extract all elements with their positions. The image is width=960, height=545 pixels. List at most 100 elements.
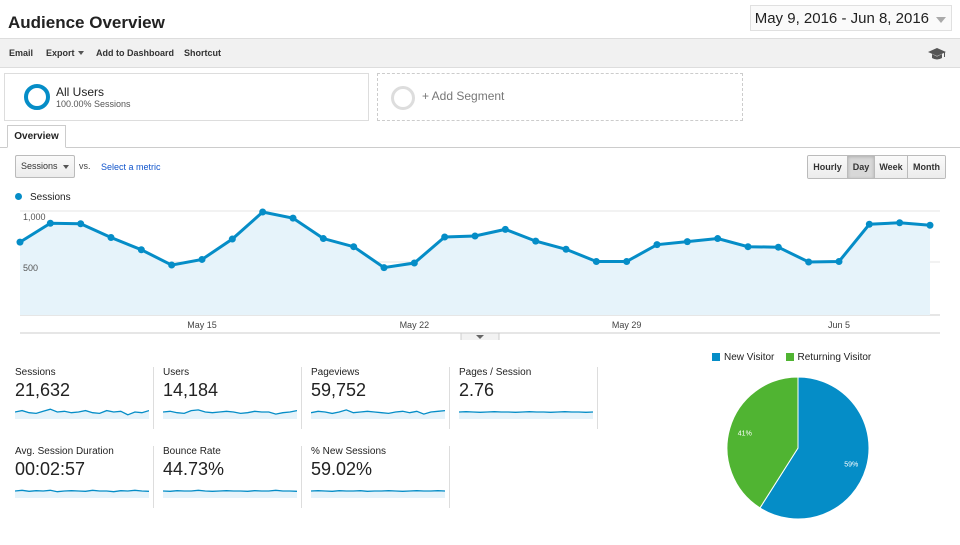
sessions-data-point[interactable]	[623, 257, 631, 265]
sessions-data-point[interactable]	[289, 214, 297, 222]
sessions-data-point[interactable]	[865, 220, 873, 228]
chevron-down-icon	[77, 51, 84, 55]
vs-label: vs.	[79, 161, 91, 171]
page-header: Audience Overview May 9, 2016 - Jun 8, 2…	[0, 0, 960, 38]
scorecard-sparkline	[15, 489, 149, 498]
pie-slice-new-visitor[interactable]	[759, 376, 870, 520]
sessions-data-point[interactable]	[926, 221, 934, 229]
scorecard-divider	[153, 367, 154, 429]
x-tick-label: Jun 5	[828, 320, 850, 330]
scorecard-value: 59.02%	[311, 459, 373, 479]
scorecard-label: Bounce Rate	[163, 446, 221, 457]
sparkline-line	[163, 409, 297, 415]
segment-ring-icon	[391, 86, 415, 110]
scorecard-label: Pages / Session	[459, 367, 532, 378]
scorecard-divider	[153, 446, 154, 508]
page-title: Audience Overview	[8, 13, 165, 32]
scorecard-users[interactable]: Users 14,184	[163, 367, 303, 433]
sessions-data-point[interactable]	[46, 219, 54, 227]
export-button[interactable]: Export	[46, 48, 84, 58]
sessions-data-point[interactable]	[198, 255, 206, 263]
sessions-data-point[interactable]	[714, 235, 722, 243]
scorecard-divider	[449, 367, 450, 429]
scorecard-sparkline	[459, 411, 593, 419]
granularity-toggle: Hourly Day Week Month	[807, 155, 946, 179]
scorecard-pageviews[interactable]: Pageviews 59,752	[311, 367, 451, 433]
sessions-data-point[interactable]	[16, 238, 24, 246]
sparkline-line	[15, 408, 149, 416]
sessions-data-point[interactable]	[805, 258, 813, 266]
scorecard-new-sessions[interactable]: % New Sessions 59.02%	[311, 446, 451, 512]
pie-slice-returning-visitor[interactable]	[726, 376, 799, 509]
sessions-data-point[interactable]	[744, 243, 752, 251]
scorecard-label: Users	[163, 367, 190, 378]
scorecard-divider	[301, 367, 302, 429]
chevron-down-icon	[476, 335, 484, 339]
report-toolbar: Email Export Add to Dashboard Shortcut	[0, 38, 960, 68]
scorecard-value: 21,632	[15, 380, 71, 400]
sparkline-fill	[311, 490, 445, 498]
sessions-data-point[interactable]	[350, 243, 358, 251]
sessions-data-point[interactable]	[168, 261, 176, 269]
sessions-data-point[interactable]	[319, 235, 327, 243]
sparkline-line	[311, 490, 445, 492]
tab-overview[interactable]: Overview	[7, 125, 66, 148]
x-tick-label: May 15	[187, 320, 217, 330]
granularity-week-button[interactable]: Week	[875, 156, 908, 178]
sessions-data-point[interactable]	[896, 219, 904, 227]
granularity-hourly-button[interactable]: Hourly	[808, 156, 848, 178]
sparkline-line	[311, 409, 445, 415]
returning-visitor-label: Returning Visitor	[797, 352, 872, 363]
granularity-month-button[interactable]: Month	[908, 156, 945, 178]
scorecard-bounce-rate[interactable]: Bounce Rate 44.73%	[163, 446, 303, 512]
sessions-data-point[interactable]	[77, 220, 85, 228]
x-tick-label: May 29	[612, 320, 642, 330]
sessions-data-point[interactable]	[774, 243, 782, 251]
scorecard-sparkline	[311, 409, 445, 419]
add-to-dashboard-button[interactable]: Add to Dashboard	[96, 48, 174, 58]
sessions-data-point[interactable]	[562, 245, 570, 253]
segment-all-users[interactable]: All Users 100.00% Sessions	[4, 73, 369, 121]
sessions-data-point[interactable]	[592, 257, 600, 265]
sparkline-fill	[15, 409, 149, 419]
sessions-data-point[interactable]	[683, 238, 691, 246]
sessions-data-point[interactable]	[107, 234, 115, 242]
sessions-line-chart: 1,000 500 May 15 May 22 May 29 Jun 5	[16, 208, 940, 340]
y-tick-label: 1,000	[23, 212, 46, 222]
scorecard-sparkline	[311, 490, 445, 498]
sessions-data-point[interactable]	[259, 208, 267, 216]
returning-visitor-swatch	[785, 353, 794, 361]
sessions-data-point[interactable]	[228, 235, 236, 243]
graduation-cap-icon[interactable]	[928, 47, 946, 61]
sessions-data-point[interactable]	[410, 259, 418, 267]
pie-data-label: 59%	[844, 462, 858, 469]
sessions-data-point[interactable]	[137, 246, 145, 254]
sparkline-fill	[311, 409, 445, 419]
sessions-data-point[interactable]	[441, 233, 449, 241]
scorecard-label: Pageviews	[311, 367, 360, 378]
sessions-data-point[interactable]	[501, 225, 509, 233]
sessions-data-point[interactable]	[380, 264, 388, 272]
shortcut-button[interactable]: Shortcut	[184, 48, 221, 58]
scorecard-value: 00:02:57	[15, 459, 86, 479]
sessions-legend-label: Sessions	[30, 192, 71, 203]
sessions-data-point[interactable]	[532, 237, 540, 245]
select-metric-link[interactable]: Select a metric	[101, 162, 161, 172]
sessions-data-point[interactable]	[471, 232, 479, 240]
sessions-legend-marker	[15, 193, 22, 200]
metric-select[interactable]: Sessions	[15, 155, 75, 178]
date-range-picker[interactable]: May 9, 2016 - Jun 8, 2016	[749, 5, 952, 31]
scorecard-sessions[interactable]: Sessions 21,632	[15, 367, 155, 433]
scorecard-label: Avg. Session Duration	[15, 446, 114, 457]
email-button[interactable]: Email	[9, 48, 34, 58]
scorecard-pages-session[interactable]: Pages / Session 2.76	[459, 367, 599, 433]
add-segment-button[interactable]: + Add Segment	[377, 73, 743, 121]
scorecard-divider	[301, 446, 302, 508]
pie-data-label: 41%	[738, 431, 752, 438]
granularity-day-button[interactable]: Day	[848, 156, 875, 178]
sessions-data-point[interactable]	[653, 241, 661, 249]
add-segment-label: + Add Segment	[422, 89, 505, 103]
sparkline-fill	[163, 490, 297, 498]
sessions-data-point[interactable]	[835, 257, 843, 265]
scorecard-avg-session-duration[interactable]: Avg. Session Duration 00:02:57	[15, 446, 155, 512]
